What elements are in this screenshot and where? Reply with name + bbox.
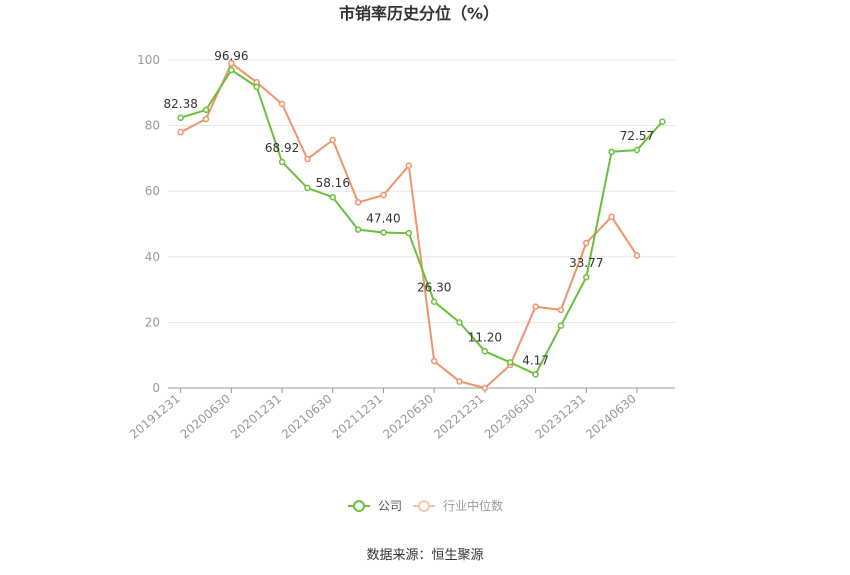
- point-industry-20240331: [608, 213, 615, 221]
- x-tick-label-20230630: 20230630: [482, 392, 538, 442]
- point-industry-20200630: [228, 60, 235, 67]
- data-label-company-20191231: 82.38: [163, 97, 197, 111]
- point-company-20191231: [177, 114, 184, 122]
- point-industry-20231231: [583, 239, 590, 247]
- point-industry-20210331: [304, 155, 311, 163]
- x-tick-label-20211231: 20211231: [330, 392, 386, 442]
- data-label-company-20201231: 68.92: [265, 141, 299, 155]
- x-tick-label-20240630: 20240630: [583, 392, 639, 442]
- legend-item-company[interactable]: 公司: [348, 499, 402, 513]
- point-company-20211231: [380, 229, 387, 236]
- point-industry-20210930: [354, 199, 362, 206]
- point-company-20220930: [456, 319, 463, 326]
- data-label-company-20210630: 58.16: [316, 176, 350, 190]
- point-company-20240930: [659, 118, 666, 125]
- legend-item-industry[interactable]: 行业中位数: [413, 498, 503, 513]
- point-company-20200630: [228, 66, 235, 74]
- chart-title: 市销率历史分位（%）: [339, 4, 499, 23]
- data-label-company-20220630: 26.30: [417, 281, 451, 295]
- x-axis: 2019123120200630202012312021063020211231…: [127, 387, 675, 442]
- x-tick-label-20191231: 20191231: [127, 392, 183, 442]
- point-industry-20200331: [202, 115, 210, 123]
- data-label-company-20231231: 33.77: [569, 256, 603, 270]
- y-tick-label-60: 60: [145, 184, 160, 198]
- legend-company-marker: [353, 500, 365, 512]
- data-label-company-20230630: 4.17: [522, 353, 549, 367]
- point-industry-20220630: [430, 357, 438, 365]
- data-label-company-20240630: 72.57: [620, 129, 654, 143]
- data-labels: 82.38 96.96 68.92 58.16 47.40 26.30 11.20 4.17 3…: [163, 49, 654, 367]
- x-tick-label-20201231: 20201231: [228, 392, 284, 442]
- point-company-20201231: [278, 158, 286, 166]
- point-industry-20211231: [380, 191, 387, 199]
- legend-industry-label: 行业中位数: [443, 498, 503, 513]
- legend: 公司 行业中位数: [348, 498, 503, 513]
- point-company-20210930: [354, 226, 362, 233]
- point-industry-20201231: [278, 100, 286, 108]
- data-source: 数据来源：恒生聚源: [366, 548, 483, 563]
- point-company-20200331: [202, 106, 210, 114]
- point-company-20230331: [506, 359, 514, 366]
- point-company-20210630: [329, 193, 337, 201]
- point-company-20210331: [304, 184, 311, 192]
- data-label-company-20200630: 96.96: [214, 49, 248, 63]
- point-industry-20230630: [532, 303, 539, 310]
- x-tick-label-20231231: 20231231: [532, 392, 588, 442]
- x-tick-label-20221231: 20221231: [431, 392, 487, 442]
- y-axis: 0 20 40 60 80 100: [137, 53, 160, 395]
- point-industry-20220930: [456, 378, 463, 385]
- x-tick-label-20210630: 20210630: [279, 392, 335, 442]
- point-company-20240630: [633, 146, 641, 154]
- data-label-company-20211231: 47.40: [366, 212, 400, 226]
- y-tick-label-100: 100: [137, 53, 160, 67]
- data-label-company-20221231: 11.20: [468, 330, 502, 344]
- point-company-20220331: [405, 229, 413, 237]
- point-company-20230630: [532, 371, 539, 378]
- y-tick-label-40: 40: [145, 250, 160, 264]
- point-company-20240331: [608, 148, 615, 156]
- legend-industry-marker: [418, 500, 430, 512]
- series-line-industry: [180, 62, 638, 389]
- y-tick-label-80: 80: [145, 119, 160, 133]
- point-company-20231231: [583, 273, 590, 281]
- point-company-20221231: [481, 348, 489, 355]
- point-company-20230930: [557, 322, 565, 329]
- legend-company-label: 公司: [378, 499, 402, 513]
- y-tick-label-0: 0: [152, 381, 160, 395]
- point-industry-20210630: [329, 136, 337, 144]
- point-industry-20221231: [481, 384, 489, 392]
- point-industry-20220331: [405, 162, 413, 169]
- series-group: [177, 60, 666, 392]
- point-industry-20230930: [557, 306, 565, 314]
- point-industry-20191231: [177, 128, 184, 136]
- x-tick-label-20220630: 20220630: [380, 392, 436, 442]
- point-industry-20240630: [633, 252, 641, 259]
- point-company-20220630: [430, 298, 438, 305]
- x-tick-label-20200630: 20200630: [178, 392, 234, 442]
- point-company-20200930: [253, 83, 260, 91]
- series-line-company: [180, 69, 664, 376]
- y-tick-label-20: 20: [145, 315, 160, 329]
